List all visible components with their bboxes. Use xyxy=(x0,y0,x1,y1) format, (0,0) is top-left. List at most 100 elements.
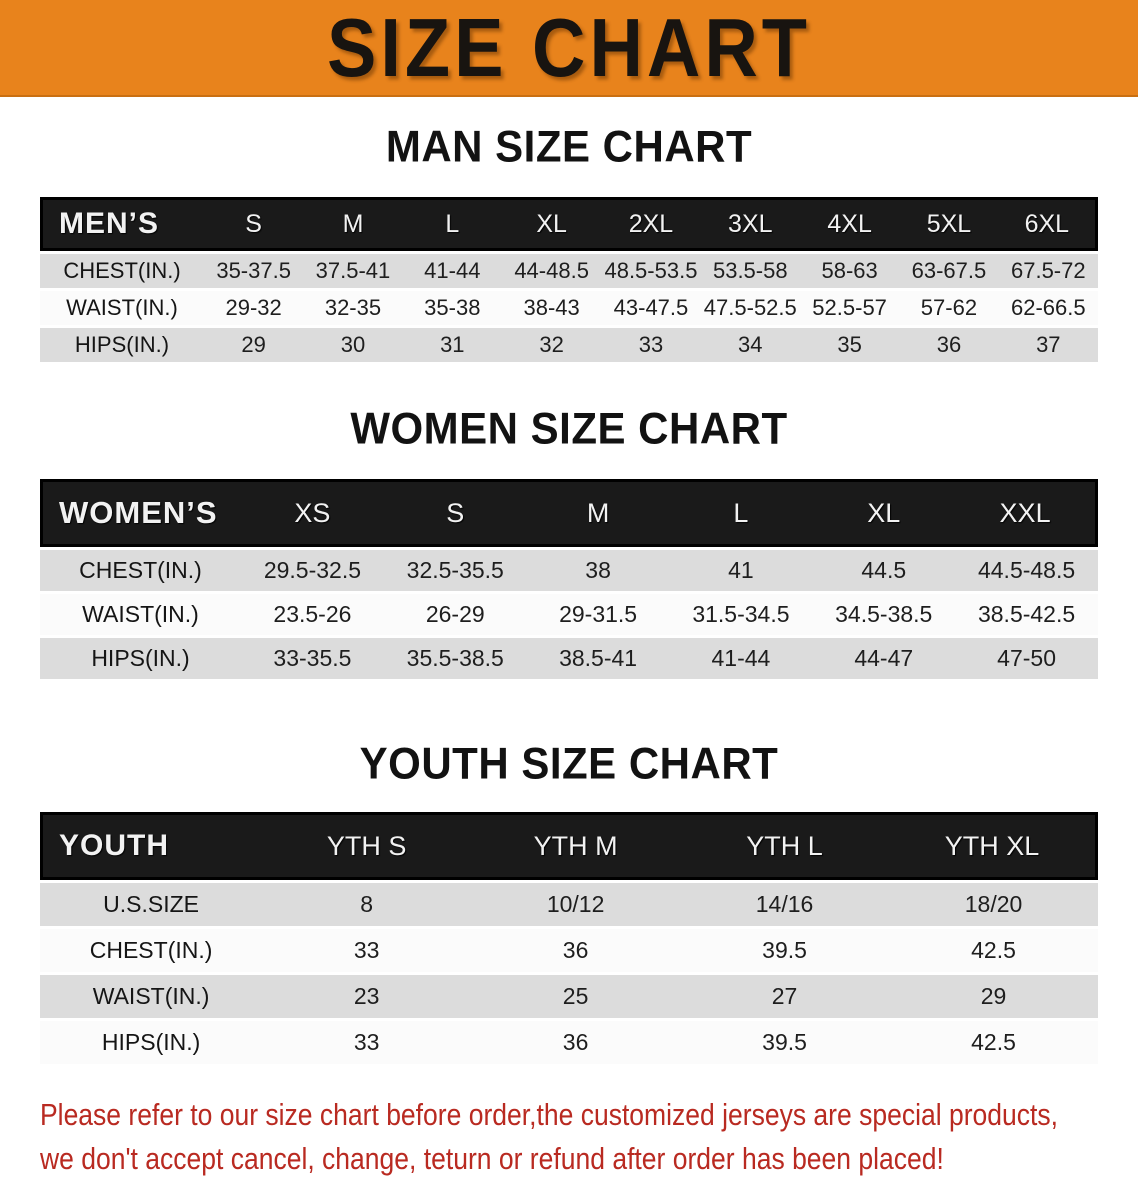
row-label: CHEST(IN.) xyxy=(40,251,204,291)
size-value: 58-63 xyxy=(799,251,900,291)
row-label: U.S.SIZE xyxy=(40,880,263,929)
size-value: 32.5-35.5 xyxy=(383,547,527,594)
men-column-header: 4XL xyxy=(799,197,900,251)
men-measurement-row: CHEST(IN.) 35-37.5 37.5-41 41-44 44-48.5 48.5… xyxy=(40,251,1098,291)
size-value: 33-35.5 xyxy=(241,638,384,682)
row-label: HIPS(IN.) xyxy=(40,1021,263,1067)
women-column-header: S xyxy=(383,479,527,547)
size-value: 36 xyxy=(471,1021,681,1067)
banner-title: SIZE CHART xyxy=(327,1,811,94)
women-measurement-row: CHEST(IN.) 29.5-32.5 32.5-35.5 38 41 44.5 44.5… xyxy=(40,547,1098,594)
men-column-header: 3XL xyxy=(700,197,800,251)
size-value: 36 xyxy=(471,929,681,975)
size-value: 67.5-72 xyxy=(998,251,1098,291)
men-section-heading: MAN SIZE CHART xyxy=(385,121,753,172)
women-column-header: XS xyxy=(241,479,384,547)
size-value: 34 xyxy=(700,328,800,365)
size-value: 35-38 xyxy=(402,291,502,328)
size-value: 34.5-38.5 xyxy=(812,594,956,638)
disclaimer-line-2: we don't accept cancel, change, teturn o… xyxy=(40,1141,944,1177)
youth-header-row: YOUTH YTH S YTH M YTH L YTH XL xyxy=(40,812,1098,880)
size-value: 44-47 xyxy=(812,638,956,682)
size-value: 62-66.5 xyxy=(998,291,1098,328)
size-value: 29-31.5 xyxy=(526,594,670,638)
size-value: 33 xyxy=(262,1021,472,1067)
size-value: 42.5 xyxy=(889,1021,1098,1067)
women-corner-label: WOMEN’S xyxy=(40,479,242,547)
size-value: 41 xyxy=(669,547,813,594)
youth-column-header: YTH S xyxy=(262,812,472,880)
women-section: WOMEN SIZE CHART WOMEN’S XS S M L XL XXL CHEST(… xyxy=(0,403,1138,682)
size-value: 42.5 xyxy=(889,929,1098,975)
size-value: 41-44 xyxy=(402,251,502,291)
size-value: 26-29 xyxy=(383,594,527,638)
size-value: 23.5-26 xyxy=(241,594,384,638)
size-value: 37.5-41 xyxy=(303,251,403,291)
men-column-header: 2XL xyxy=(601,197,701,251)
men-column-header: 6XL xyxy=(998,197,1098,251)
size-value: 44.5-48.5 xyxy=(955,547,1098,594)
size-value: 29-32 xyxy=(203,291,304,328)
size-value: 36 xyxy=(899,328,999,365)
size-value: 41-44 xyxy=(669,638,813,682)
size-value: 10/12 xyxy=(471,880,681,929)
youth-column-header: YTH M xyxy=(471,812,681,880)
size-value: 35 xyxy=(799,328,900,365)
size-value: 37 xyxy=(998,328,1098,365)
youth-column-header: YTH XL xyxy=(889,812,1098,880)
row-label: WAIST(IN.) xyxy=(40,291,204,328)
men-corner-label: MEN’S xyxy=(40,197,204,251)
size-value: 14/16 xyxy=(680,880,890,929)
youth-measurement-row: HIPS(IN.) 33 36 39.5 42.5 xyxy=(40,1021,1098,1067)
women-section-heading: WOMEN SIZE CHART xyxy=(350,403,788,454)
size-value: 35.5-38.5 xyxy=(383,638,527,682)
size-value: 53.5-58 xyxy=(700,251,800,291)
size-value: 33 xyxy=(601,328,701,365)
women-column-header: XXL xyxy=(955,479,1098,547)
women-column-header: L xyxy=(669,479,813,547)
row-label: HIPS(IN.) xyxy=(40,328,204,365)
women-header-row: WOMEN’S XS S M L XL XXL xyxy=(40,479,1098,547)
youth-corner-label: YOUTH xyxy=(40,812,263,880)
size-value: 32 xyxy=(501,328,602,365)
row-label: CHEST(IN.) xyxy=(40,929,263,975)
size-value: 27 xyxy=(680,975,890,1021)
youth-measurement-row: CHEST(IN.) 33 36 39.5 42.5 xyxy=(40,929,1098,975)
men-column-header: M xyxy=(303,197,403,251)
size-value: 30 xyxy=(303,328,403,365)
size-value: 38.5-41 xyxy=(526,638,670,682)
banner: SIZE CHART xyxy=(0,0,1138,97)
women-size-table: WOMEN’S XS S M L XL XXL CHEST(IN.) 29.5-32.5 32.5… xyxy=(40,479,1098,682)
size-value: 32-35 xyxy=(303,291,403,328)
men-measurement-row: WAIST(IN.) 29-32 32-35 35-38 38-43 43-47.5 47.… xyxy=(40,291,1098,328)
women-column-header: M xyxy=(526,479,670,547)
size-value: 39.5 xyxy=(680,929,890,975)
size-value: 44.5 xyxy=(812,547,956,594)
men-size-table: MEN’S S M L XL 2XL 3XL 4XL 5XL 6XL CHEST(IN.) 35-37… xyxy=(40,197,1098,365)
size-value: 44-48.5 xyxy=(501,251,602,291)
men-header-row: MEN’S S M L XL 2XL 3XL 4XL 5XL 6XL xyxy=(40,197,1098,251)
size-value: 33 xyxy=(262,929,472,975)
size-value: 31 xyxy=(402,328,502,365)
men-column-header: XL xyxy=(501,197,602,251)
men-column-header: L xyxy=(402,197,502,251)
size-value: 8 xyxy=(262,880,472,929)
size-value: 29 xyxy=(203,328,304,365)
disclaimer: Please refer to our size chart before or… xyxy=(40,1093,1109,1181)
size-value: 52.5-57 xyxy=(799,291,900,328)
size-value: 63-67.5 xyxy=(899,251,999,291)
row-label: WAIST(IN.) xyxy=(40,594,242,638)
youth-measurement-row: U.S.SIZE 8 10/12 14/16 18/20 xyxy=(40,880,1098,929)
size-value: 31.5-34.5 xyxy=(669,594,813,638)
size-value: 35-37.5 xyxy=(203,251,304,291)
row-label: CHEST(IN.) xyxy=(40,547,242,594)
youth-section: YOUTH SIZE CHART YOUTH YTH S YTH M YTH L YTH… xyxy=(0,739,1138,1067)
men-measurement-row: HIPS(IN.) 29 30 31 32 33 34 35 36 37 xyxy=(40,328,1098,365)
youth-measurement-row: WAIST(IN.) 23 25 27 29 xyxy=(40,975,1098,1021)
size-value: 18/20 xyxy=(889,880,1098,929)
men-column-header: 5XL xyxy=(899,197,999,251)
men-section: MAN SIZE CHART MEN’S S M L XL 2XL 3XL 4XL 5XL 6XL… xyxy=(0,121,1138,365)
size-value: 43-47.5 xyxy=(601,291,701,328)
disclaimer-line-1: Please refer to our size chart before or… xyxy=(40,1097,1058,1132)
